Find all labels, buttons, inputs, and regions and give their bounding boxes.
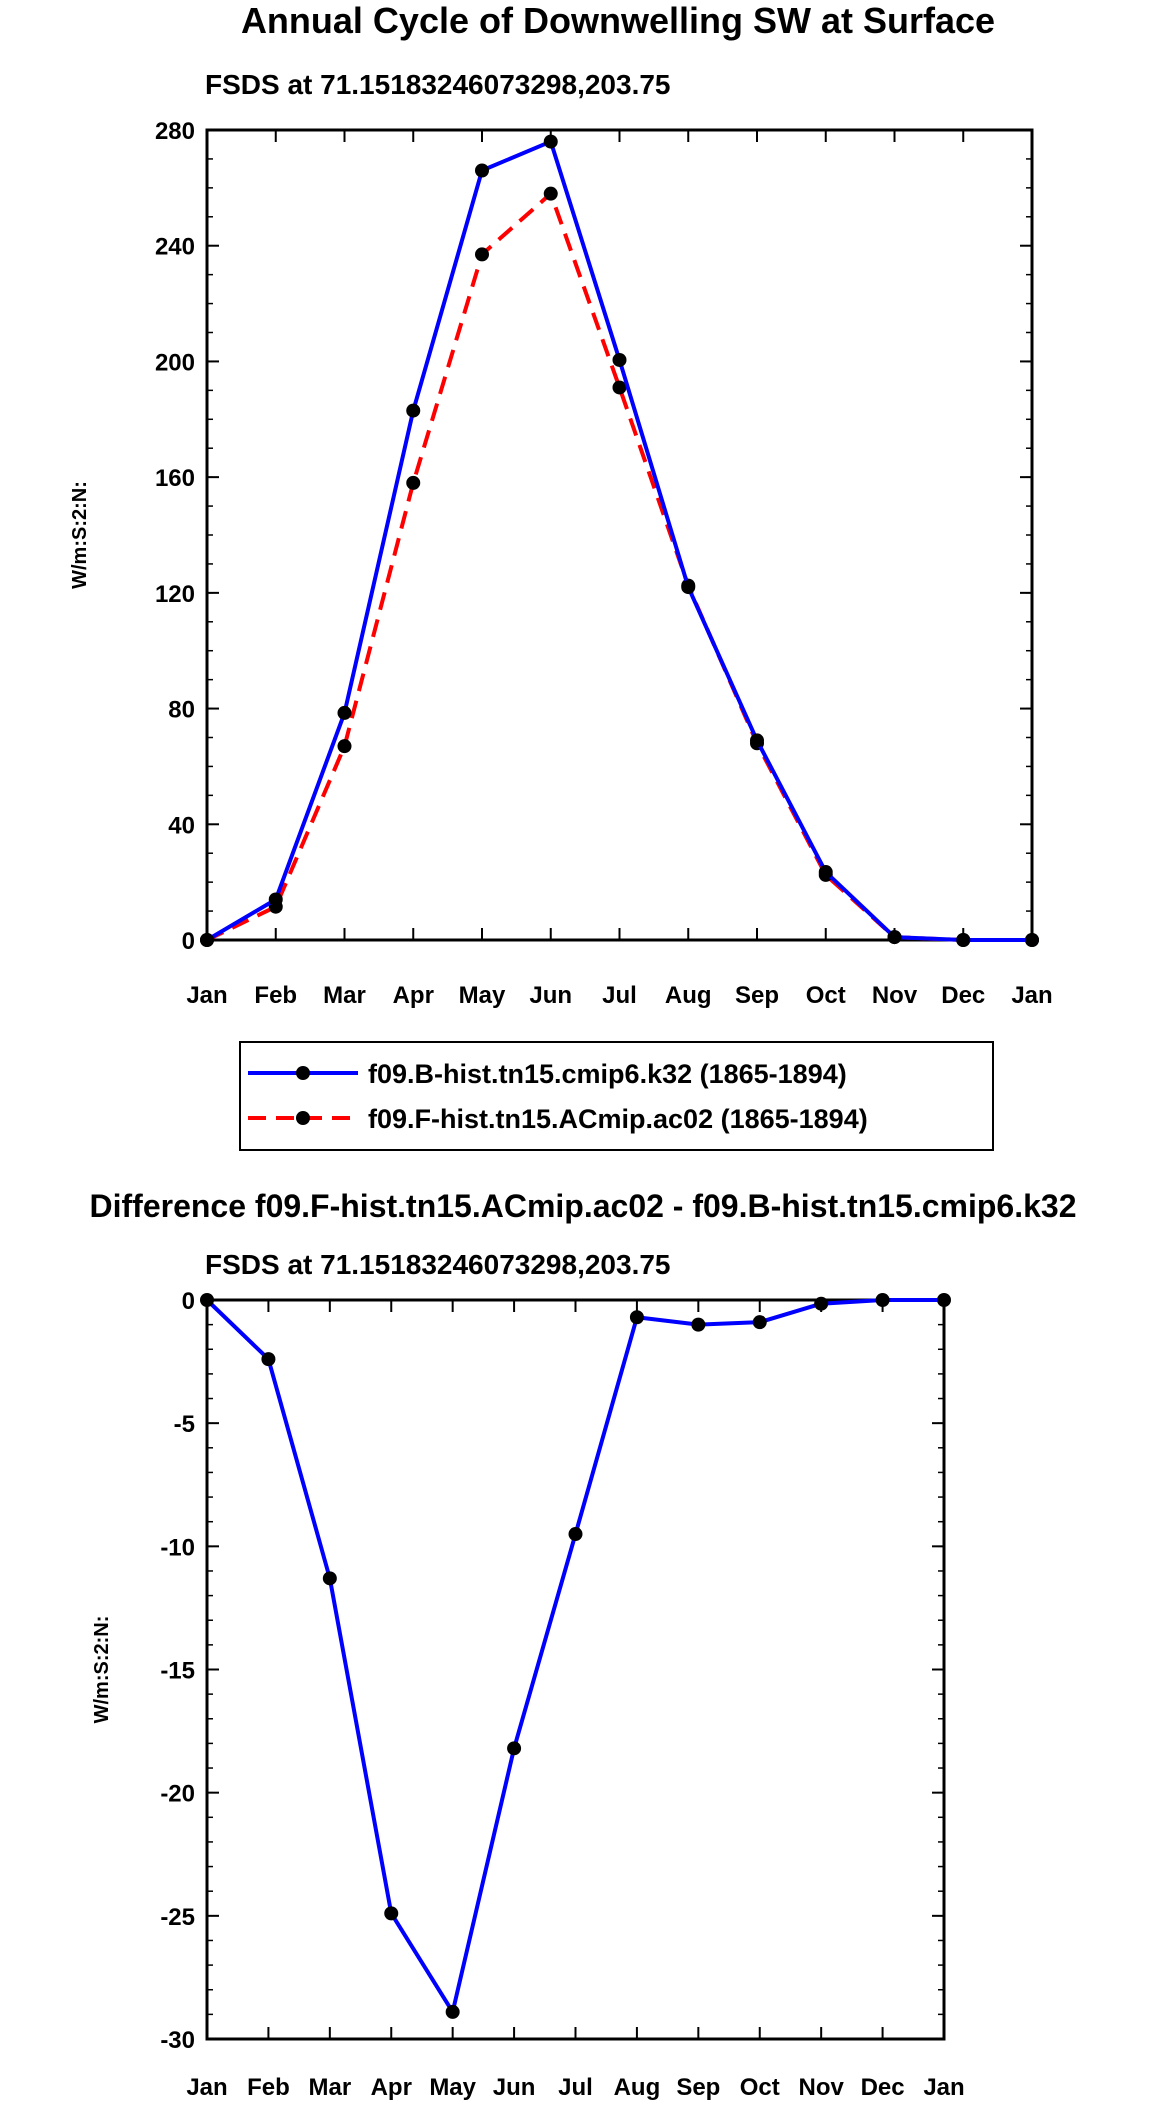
x-tick-label: Jan [186, 982, 227, 1009]
x-tick-label: Jul [558, 2074, 593, 2101]
legend: f09.B-hist.tn15.cmip6.k32 (1865-1894) f09… [239, 1041, 994, 1151]
data-point [956, 933, 971, 947]
difference-chart-title: Difference f09.F-hist.tn15.ACmip.ac02 - … [90, 1188, 1077, 1224]
x-tick-label: Apr [393, 982, 434, 1009]
legend-marker [296, 1111, 310, 1125]
y-tick-label: -5 [174, 1411, 195, 1438]
data-point [1025, 933, 1039, 947]
x-tick-label: Jun [529, 982, 572, 1009]
plot-area: Jan Feb Mar Apr May Jun Jul Aug Sep Oct Nov Dec Jan 0… [69, 118, 1053, 1009]
data-point [887, 930, 902, 945]
data-point [750, 733, 764, 748]
data-point [322, 1571, 337, 1586]
data-point [406, 403, 421, 418]
data-point [200, 1293, 214, 1307]
data-point [475, 163, 489, 178]
data-point [200, 933, 214, 947]
data-point [568, 1527, 583, 1542]
chart-title: Annual Cycle of Downwelling SW at Surfac… [241, 0, 995, 41]
data-point [445, 2004, 460, 2019]
series-line [205, 1298, 944, 2014]
data-point [681, 580, 696, 595]
y-tick-label: -25 [160, 1904, 195, 1931]
data-point [629, 1310, 644, 1325]
x-tick-label: Jan [1011, 982, 1052, 1009]
y-tick-label: 80 [168, 697, 195, 724]
y-tick-label: 160 [155, 465, 195, 492]
data-point [612, 352, 627, 367]
x-tick-label: Sep [676, 2074, 720, 2101]
legend-marker [296, 1066, 310, 1080]
legend-label: f09.F-hist.tn15.ACmip.ac02 (1865-1894) [368, 1104, 868, 1134]
x-tick-label: Oct [740, 2074, 780, 2101]
x-tick-label: Mar [323, 982, 366, 1009]
x-tick-label: Nov [872, 982, 918, 1009]
y-tick-label: -20 [160, 1781, 195, 1808]
data-point [543, 186, 558, 201]
x-tick-label: Jun [493, 2074, 536, 2101]
x-tick-label: Oct [806, 982, 846, 1009]
x-tick-label: Jul [602, 982, 637, 1009]
data-point [691, 1317, 706, 1332]
data-point [337, 705, 352, 720]
data-point [507, 1741, 522, 1756]
plot-frame [205, 1298, 946, 2041]
data-point [406, 475, 421, 490]
x-tick-label: Dec [941, 982, 985, 1009]
plot-frame [205, 128, 1034, 942]
y-tick-label: 280 [155, 118, 195, 145]
data-point [337, 739, 352, 754]
y-tick-label: 200 [155, 349, 195, 376]
difference-chart: Difference f09.F-hist.tn15.ACmip.ac02 - … [90, 1188, 1077, 2101]
y-tick-label: 0 [182, 1288, 195, 1315]
x-tick-label: Mar [308, 2074, 351, 2101]
y-tick-label: 40 [168, 812, 195, 839]
x-tick-label: Aug [665, 982, 712, 1009]
data-point [937, 1293, 951, 1307]
x-tick-label: May [429, 2074, 476, 2101]
data-point [384, 1906, 399, 1921]
x-tick-label: Jan [186, 2074, 227, 2101]
x-tick-label: Apr [371, 2074, 412, 2101]
x-tick-label: Aug [614, 2074, 661, 2101]
data-point [268, 892, 283, 907]
chart-subtitle: FSDS at 71.15183246073298,203.75 [205, 69, 671, 100]
x-tick-label: Dec [861, 2074, 905, 2101]
data-point [475, 247, 489, 262]
legend-label: f09.B-hist.tn15.cmip6.k32 (1865-1894) [368, 1059, 847, 1089]
data-point [818, 865, 833, 880]
difference-chart-subtitle: FSDS at 71.15183246073298,203.75 [205, 1249, 671, 1280]
series-line [206, 191, 1032, 942]
data-point [261, 1352, 276, 1367]
data-point [814, 1296, 829, 1311]
data-point [875, 1293, 890, 1307]
x-tick-label: Nov [798, 2074, 844, 2101]
legend-box [239, 1041, 994, 1151]
x-tick-label: May [459, 982, 506, 1009]
y-tick-label: 120 [155, 581, 195, 608]
series-line [205, 139, 1032, 942]
x-tick-label: Sep [735, 982, 779, 1009]
y-axis-label: W/m:S:2:N: [91, 1616, 113, 1724]
x-tick-label: Feb [247, 2074, 290, 2101]
y-tick-label: 240 [155, 234, 195, 261]
y-tick-label: -30 [160, 2027, 195, 2054]
y-tick-label: -15 [160, 1658, 195, 1685]
y-axis-label: W/m:S:2:N: [69, 481, 91, 589]
data-point [752, 1315, 767, 1330]
x-tick-label: Feb [254, 982, 297, 1009]
x-tick-label: Jan [923, 2074, 964, 2101]
plot-area: Jan Feb Mar Apr May Jun Jul Aug Sep Oct Nov Dec Jan 0… [91, 1288, 965, 2101]
annual-cycle-chart: Annual Cycle of Downwelling SW at Surfac… [69, 0, 1053, 1151]
data-point [543, 134, 558, 149]
data-point [612, 380, 627, 395]
y-tick-label: 0 [182, 928, 195, 955]
y-tick-label: -10 [160, 1534, 195, 1561]
